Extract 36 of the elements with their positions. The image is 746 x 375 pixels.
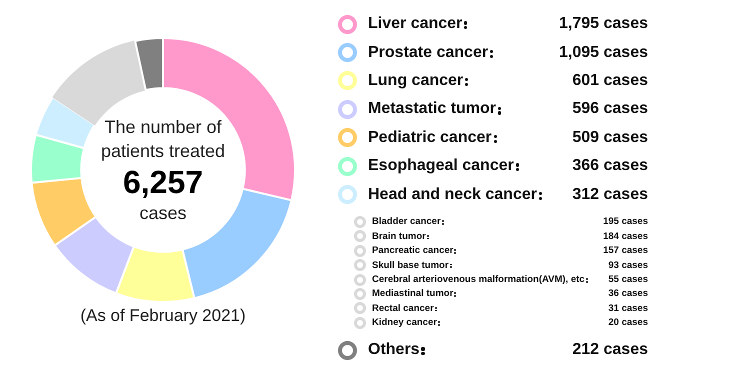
legend-label: Liver cancer [368, 15, 462, 34]
text: cases [138, 202, 188, 225]
data-label: 20 cases [608, 317, 648, 328]
data-label: 184 cases [603, 230, 648, 242]
data-label: 55 cases [608, 274, 648, 286]
legend-label: Brain tumor [372, 230, 426, 242]
legend-label: Prostate cancer [368, 44, 488, 62]
legend-label: Lung cancer [368, 72, 464, 90]
data-label: 366 cases [572, 157, 648, 176]
data-label: 93 cases [608, 260, 648, 271]
data-label: 1,795 cases [559, 15, 648, 34]
legend-label: Esophageal cancer [368, 157, 514, 176]
legend-label: Bladder cancer [372, 216, 441, 228]
data-label: 31 cases [608, 302, 648, 314]
legend-label: Others [368, 341, 420, 360]
legend-label: Pancreatic cancer [372, 245, 454, 256]
legend-label: Metastatic tumor [368, 100, 496, 118]
data-label: 157 cases [603, 245, 648, 256]
data-label: 36 cases [608, 288, 648, 300]
data-label: 1,095 cases [559, 44, 648, 62]
legend-label: Cerebral arteriovenous malformation(AVM), etc [372, 274, 585, 286]
data-label: 212 cases [572, 341, 648, 360]
data-label: 195 cases [603, 216, 648, 228]
legend-label: Mediastinal tumor [372, 288, 454, 300]
data-label: 509 cases [572, 128, 648, 147]
legend-label: Head and neck cancer [368, 186, 537, 204]
legend-label: Rectal cancer [372, 302, 434, 314]
data-label: 601 cases [572, 72, 648, 90]
data-label: 596 cases [572, 100, 648, 118]
legend-label: Pediatric cancer [368, 128, 492, 147]
text: (As of February 2021) [79, 306, 247, 326]
legend-label: Skull base tumor [372, 260, 449, 271]
legend-label: Kidney cancer [372, 317, 437, 328]
text: 6,257 [122, 163, 204, 201]
text: The number of patients treated [100, 116, 226, 163]
data-label: 312 cases [572, 186, 648, 204]
